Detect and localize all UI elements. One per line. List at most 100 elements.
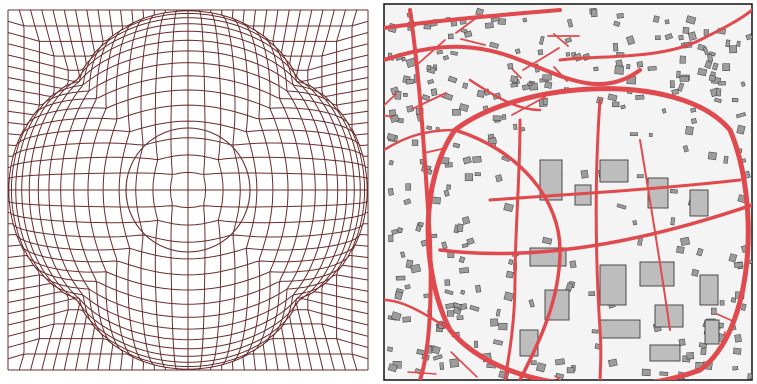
building [510,82,519,88]
building [714,97,722,104]
grid-line-vertical [210,9,224,371]
building [659,371,669,376]
building [441,241,448,250]
building [461,243,469,249]
building [736,40,741,47]
building [490,318,499,327]
building [452,302,462,309]
building [718,81,726,86]
grid-line-horizontal [7,39,369,89]
building [676,245,685,254]
building [607,93,618,102]
building [456,223,464,233]
building [566,18,574,28]
building [387,346,393,352]
building [613,20,621,27]
road [511,96,546,116]
building [418,221,424,227]
building [476,89,486,98]
building [452,142,461,149]
grid-line-vertical [321,9,361,371]
building [387,187,394,196]
building [475,284,482,293]
building [403,198,412,206]
building [591,8,598,17]
building [542,236,553,245]
grid-line-vertical [296,9,348,371]
grid-line-horizontal [7,75,369,116]
grid-line-vertical [351,9,368,371]
building [431,345,441,355]
grid-line-horizontal [7,120,369,147]
building [537,49,544,56]
grid-line-horizontal [7,104,369,136]
building [702,46,709,56]
building [449,358,460,368]
road [384,44,642,87]
road [384,93,397,107]
building [719,300,725,306]
building [680,236,691,247]
building [685,126,694,136]
building [745,33,752,41]
grid-line-horizontal [7,13,369,42]
building [522,17,528,23]
building [462,156,472,165]
grid-line-vertical [242,9,274,371]
building [402,93,408,97]
building [625,35,636,46]
focus-circle [125,127,251,253]
road [425,86,751,380]
building [450,50,459,56]
building [539,35,545,45]
building [635,94,645,101]
building-magnified [699,274,719,306]
building [626,63,631,70]
building [503,291,514,302]
building [388,234,394,242]
road [594,98,603,380]
building [442,55,449,61]
building [492,115,502,122]
road [384,8,562,30]
building [677,82,685,92]
building [682,26,690,34]
building [612,101,620,108]
building [616,203,627,210]
building [732,365,739,371]
building [530,360,537,365]
building [708,74,717,82]
building [495,174,503,183]
building [733,347,742,355]
grid-line-horizontal [7,62,369,106]
grid-line-horizontal [7,17,369,57]
building-magnified [639,261,675,287]
building [647,65,657,72]
building [652,15,660,23]
grid-line-vertical [289,9,339,371]
building [655,35,661,41]
building [641,368,651,377]
building [421,94,431,102]
road [455,14,481,34]
road [439,94,444,98]
building-magnified [599,159,629,183]
building-magnified [599,264,627,306]
building [487,133,495,140]
building [508,258,514,265]
building [395,275,406,281]
building [528,299,535,308]
building [388,159,394,166]
grid-line-horizontal [7,154,369,168]
building [612,42,619,52]
building [661,108,667,114]
building [390,311,402,322]
building [734,333,742,343]
building [691,268,700,277]
building [469,304,480,312]
building [704,60,713,69]
building [405,183,412,191]
road [460,38,486,46]
building [736,124,746,135]
